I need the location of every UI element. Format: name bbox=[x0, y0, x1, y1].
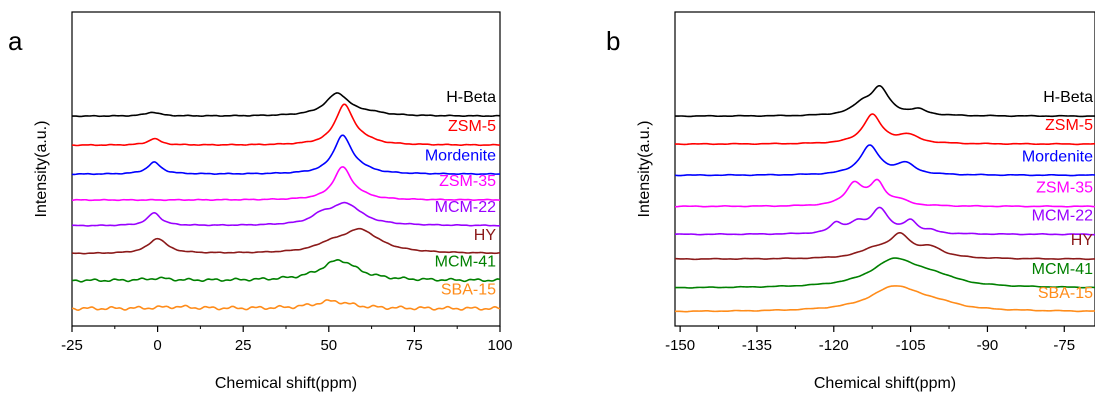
series-line-mcm-41 bbox=[71, 259, 501, 283]
series-label: MCM-41 bbox=[435, 254, 496, 271]
series-label: Mordenite bbox=[425, 147, 496, 164]
panel-letter: a bbox=[8, 26, 23, 56]
series-line-zsm-35 bbox=[71, 166, 501, 202]
x-tick-label: -75 bbox=[1053, 337, 1075, 354]
plot-frame bbox=[674, 11, 1095, 327]
series-line-mcm-41 bbox=[674, 257, 1095, 289]
series-label: MCM-22 bbox=[435, 199, 496, 216]
series-line-hy bbox=[71, 227, 501, 255]
series-label: HY bbox=[474, 227, 497, 244]
panel-a: a -25 0 25 50 75 100 Chemical shift(ppm) Intensi… bbox=[8, 11, 513, 392]
series-line-h-beta bbox=[71, 92, 501, 118]
series-line-hy bbox=[674, 231, 1095, 261]
x-tick-label: 100 bbox=[487, 337, 512, 354]
x-tick-label: 75 bbox=[406, 337, 423, 354]
series-label: ZSM-35 bbox=[1036, 180, 1093, 197]
x-tick-label: 25 bbox=[235, 337, 252, 354]
series-label: MCM-22 bbox=[1032, 207, 1093, 224]
series-line-zsm-5 bbox=[71, 103, 500, 147]
series-line-mcm-22 bbox=[71, 201, 501, 227]
x-tick-label: 0 bbox=[153, 337, 161, 354]
series-label: ZSM-35 bbox=[439, 173, 496, 190]
x-tick-label: 50 bbox=[320, 337, 337, 354]
x-axis-label: Chemical shift(ppm) bbox=[215, 375, 357, 392]
series-line-mordenite bbox=[71, 134, 501, 176]
x-tick-label: -150 bbox=[665, 337, 695, 354]
series-line-sba-15 bbox=[71, 299, 501, 311]
plot-frame bbox=[71, 11, 501, 327]
series-line-h-beta bbox=[674, 84, 1095, 118]
series-label: ZSM-5 bbox=[448, 118, 496, 135]
series-line-zsm-5 bbox=[674, 113, 1095, 146]
series-label: HY bbox=[1071, 232, 1094, 249]
y-axis-label: Intensity(a.u.) bbox=[33, 121, 50, 218]
panel-letter: b bbox=[606, 26, 620, 56]
series-line-sba-15 bbox=[674, 285, 1095, 313]
x-tick-label: -90 bbox=[977, 337, 999, 354]
x-tick-label: -105 bbox=[896, 337, 926, 354]
series-label: H-Beta bbox=[1043, 89, 1093, 106]
series-label: SBA-15 bbox=[441, 282, 496, 299]
x-tick-label: -25 bbox=[61, 337, 83, 354]
series-line-zsm-35 bbox=[674, 178, 1095, 208]
series-line-mcm-22 bbox=[674, 206, 1095, 236]
x-tick-label: -120 bbox=[819, 337, 849, 354]
series-label: MCM-41 bbox=[1032, 261, 1093, 278]
y-axis-label: Intensity(a.u.) bbox=[636, 121, 653, 218]
series-label: SBA-15 bbox=[1038, 285, 1093, 302]
series-label: H-Beta bbox=[446, 89, 496, 106]
series-label: ZSM-5 bbox=[1045, 117, 1093, 134]
x-axis-label: Chemical shift(ppm) bbox=[814, 375, 956, 392]
series-label: Mordenite bbox=[1022, 148, 1093, 165]
series-line-mordenite bbox=[674, 144, 1095, 177]
panel-b: b -150 -135 -120 -105 -90 -75 Chemical shift(pp… bbox=[606, 11, 1095, 392]
x-tick-label: -135 bbox=[742, 337, 772, 354]
